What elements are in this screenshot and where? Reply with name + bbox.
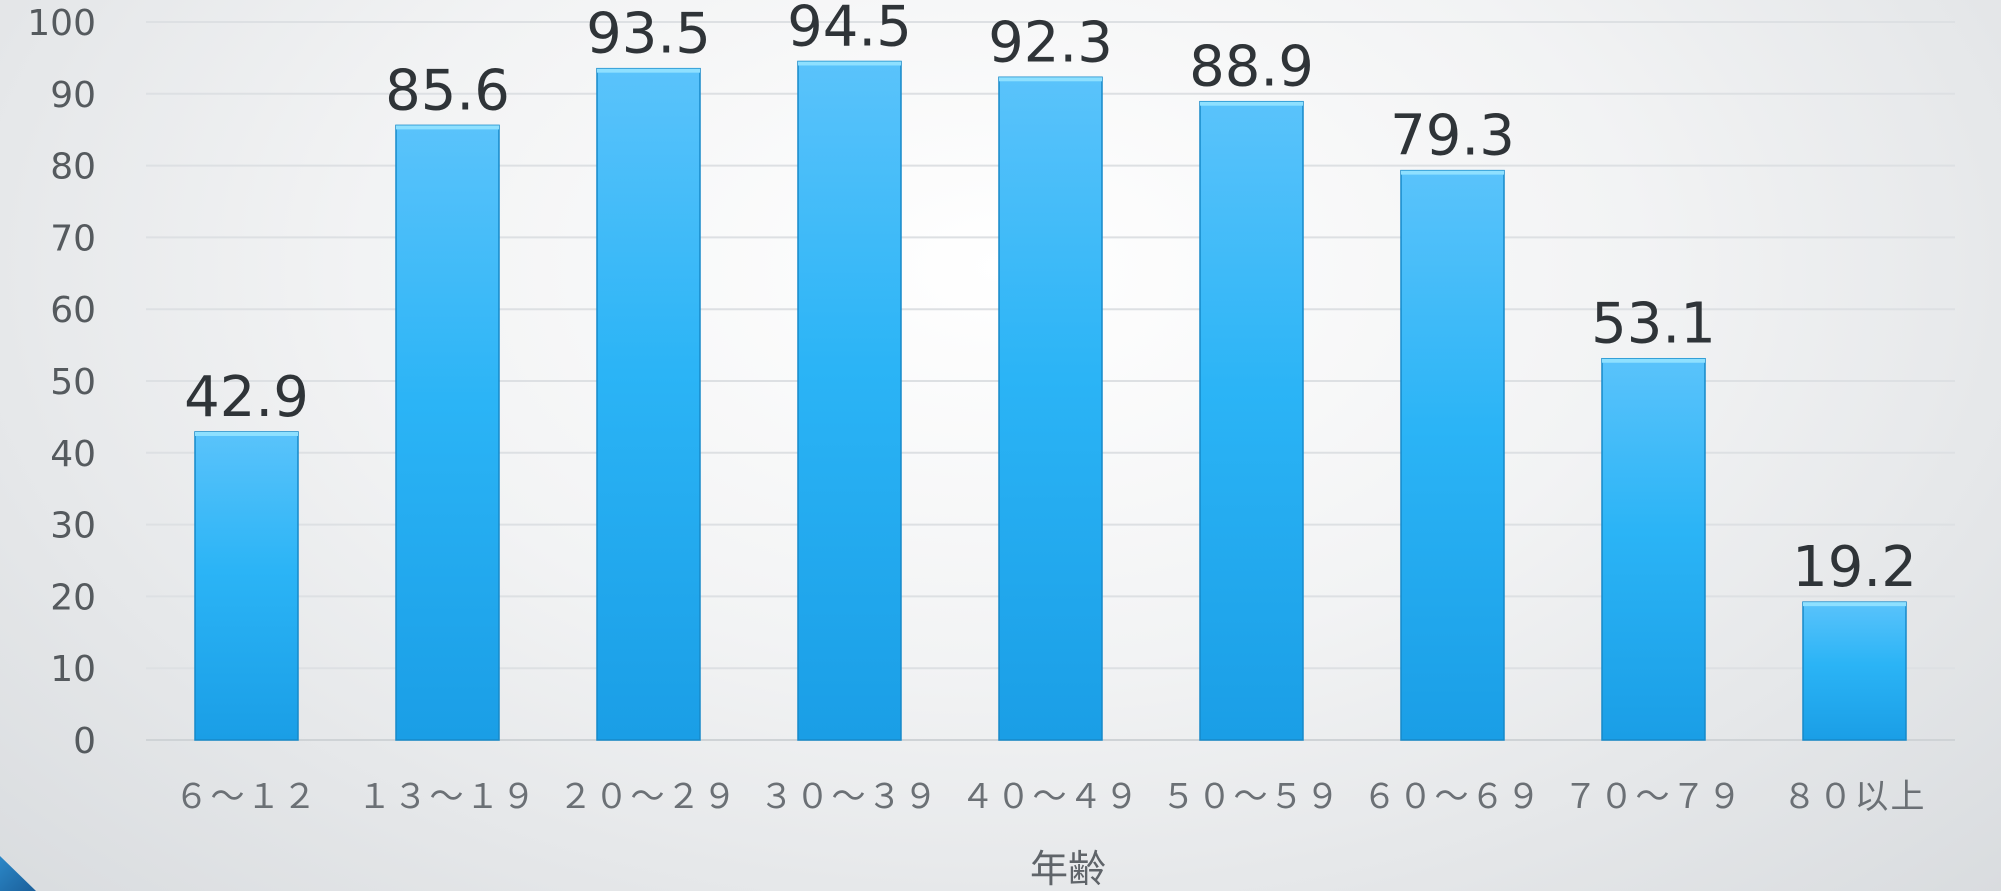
- data-labels: 42.9 85.6 93.5 94.5 92.3 88.9 79.3 53.1 19.2: [184, 0, 1917, 600]
- data-label: 53.1: [1591, 292, 1716, 357]
- bar-highlight: [1803, 602, 1906, 607]
- data-label: 19.2: [1792, 535, 1917, 600]
- y-tick-label: 0: [73, 721, 96, 762]
- data-label: 93.5: [586, 2, 711, 67]
- y-tick-label: 60: [50, 290, 96, 331]
- x-category-label: ８０以上: [1783, 777, 1927, 817]
- bar-highlight: [1200, 101, 1303, 106]
- x-category-label: ２０～２９: [559, 777, 739, 817]
- bar-highlight: [1602, 358, 1705, 363]
- corner-decoration: [0, 856, 36, 891]
- bar: [998, 76, 1103, 741]
- x-category-label: ５０～５９: [1162, 777, 1342, 817]
- y-axis-tick-labels: 0 10 20 30 40 50 60 70 80 90 100: [27, 3, 96, 762]
- x-category-label: ４０～４９: [961, 777, 1141, 817]
- x-category-label: １３～１９: [358, 777, 538, 817]
- bar-highlight: [999, 77, 1102, 82]
- y-tick-label: 20: [50, 577, 96, 618]
- data-label: 94.5: [787, 0, 912, 59]
- y-tick-label: 80: [50, 147, 96, 188]
- bar-highlight: [396, 125, 499, 130]
- data-label: 79.3: [1390, 104, 1515, 169]
- bar-highlight: [195, 431, 298, 436]
- x-axis-title: 年齢: [1030, 847, 1106, 891]
- x-category-label: ３０～３９: [760, 777, 940, 817]
- y-tick-label: 100: [27, 3, 96, 44]
- y-tick-label: 70: [50, 218, 96, 259]
- bar: [1199, 100, 1304, 741]
- y-tick-label: 30: [50, 506, 96, 547]
- y-tick-label: 10: [50, 649, 96, 690]
- y-tick-label: 90: [50, 75, 96, 116]
- bar-highlight: [798, 61, 901, 66]
- data-label: 88.9: [1189, 35, 1314, 100]
- bars: [194, 60, 1907, 741]
- bar: [395, 124, 500, 741]
- x-axis-category-labels: ６～１２ １３～１９ ２０～２９ ３０～３９ ４０～４９ ５０～５９ ６０～６９ ７０～７９ ８…: [175, 777, 1927, 817]
- bar: [1601, 357, 1706, 741]
- bar: [1400, 169, 1505, 741]
- bar: [596, 67, 701, 741]
- y-tick-label: 40: [50, 434, 96, 475]
- bar: [194, 431, 299, 741]
- data-label: 42.9: [184, 365, 309, 430]
- bar-highlight: [1401, 170, 1504, 175]
- data-label: 92.3: [988, 10, 1113, 75]
- y-tick-label: 50: [50, 362, 96, 403]
- bar: [1802, 601, 1907, 741]
- data-label: 85.6: [385, 58, 510, 123]
- bar-highlight: [597, 68, 700, 73]
- x-category-label: ６～１２: [175, 777, 319, 817]
- x-category-label: ６０～６９: [1363, 777, 1543, 817]
- x-category-label: ７０～７９: [1564, 777, 1744, 817]
- bar: [797, 60, 902, 741]
